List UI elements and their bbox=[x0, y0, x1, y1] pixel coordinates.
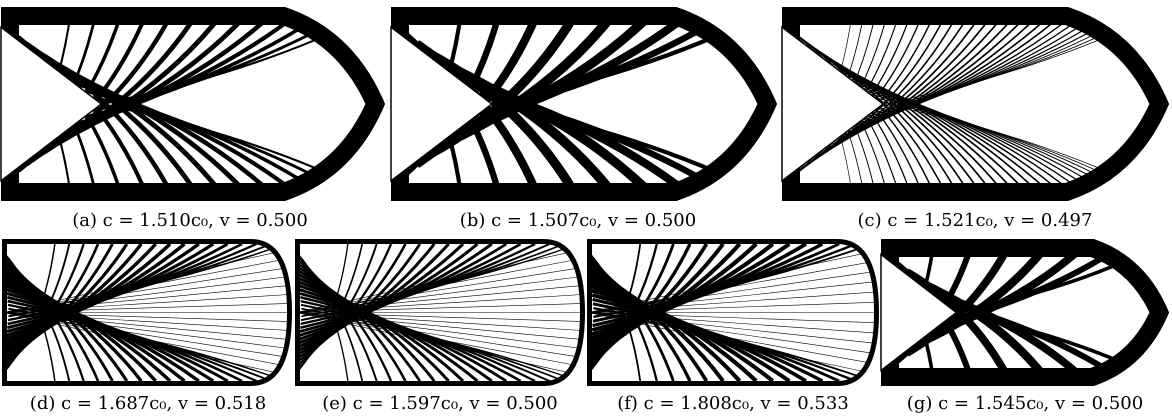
fan-line bbox=[588, 312, 878, 334]
fan-line bbox=[296, 312, 584, 331]
fan-line bbox=[296, 257, 584, 313]
fan-line bbox=[588, 312, 878, 324]
member bbox=[465, 8, 695, 129]
members bbox=[296, 240, 584, 385]
boundary-band bbox=[783, 8, 1168, 200]
fan-line bbox=[3, 312, 291, 331]
member bbox=[859, 11, 1090, 124]
structure-panel bbox=[2, 239, 293, 386]
member bbox=[863, 87, 1102, 197]
fan-line bbox=[296, 312, 584, 322]
member bbox=[852, 11, 1067, 130]
caption: (f) c = 1.808c₀, v = 0.533 bbox=[617, 393, 849, 414]
member bbox=[871, 11, 1126, 114]
caption: (c) c = 1.521c₀, v = 0.497 bbox=[858, 210, 1093, 231]
member bbox=[92, 10, 352, 113]
boundary-band bbox=[2, 8, 384, 200]
fan-line bbox=[588, 291, 878, 313]
fan-line bbox=[3, 275, 291, 313]
fan-line bbox=[3, 294, 291, 313]
boundary-band bbox=[882, 240, 1168, 385]
fan-line bbox=[296, 312, 584, 340]
member bbox=[859, 84, 1090, 197]
fan-line bbox=[3, 312, 291, 377]
fan-line bbox=[588, 281, 878, 313]
notch bbox=[781, 25, 885, 183]
member bbox=[478, 9, 732, 118]
fan-line bbox=[588, 301, 878, 313]
member bbox=[8, 243, 286, 314]
fan-line bbox=[588, 270, 878, 313]
member bbox=[848, 75, 1055, 197]
caption: (e) c = 1.597c₀, v = 0.500 bbox=[322, 393, 558, 414]
fan-line bbox=[296, 312, 584, 368]
members bbox=[3, 240, 291, 385]
fan-line bbox=[588, 250, 878, 313]
fan-line bbox=[588, 260, 878, 313]
member bbox=[465, 79, 695, 200]
member bbox=[848, 11, 1055, 133]
member bbox=[75, 10, 302, 127]
fan-line bbox=[3, 312, 291, 350]
member bbox=[67, 10, 277, 134]
fan-line bbox=[588, 312, 878, 365]
structure-panel bbox=[781, 7, 1170, 201]
fan-line bbox=[588, 312, 878, 344]
fan-line bbox=[3, 257, 291, 313]
fan-line bbox=[588, 312, 878, 375]
fan-line bbox=[296, 312, 584, 350]
fan-line bbox=[3, 285, 291, 313]
fan-line bbox=[296, 248, 584, 313]
fan-line bbox=[3, 248, 291, 313]
caption: (d) c = 1.687c₀, v = 0.518 bbox=[30, 393, 266, 414]
member bbox=[301, 243, 579, 314]
fan-line bbox=[3, 312, 291, 322]
fan-line bbox=[296, 303, 584, 313]
member bbox=[875, 97, 1137, 197]
fan-line bbox=[3, 266, 291, 313]
members bbox=[882, 240, 1168, 385]
fan-line bbox=[296, 275, 584, 313]
member bbox=[852, 78, 1067, 197]
member bbox=[930, 288, 1089, 384]
notch bbox=[880, 252, 958, 373]
member bbox=[863, 11, 1102, 121]
fan-line bbox=[3, 303, 291, 313]
member bbox=[8, 311, 286, 382]
member bbox=[67, 74, 277, 198]
fan-line bbox=[3, 312, 291, 359]
member bbox=[301, 311, 579, 382]
member bbox=[855, 11, 1078, 127]
structure-panel bbox=[0, 7, 386, 201]
member bbox=[844, 11, 1043, 136]
fan-line bbox=[588, 312, 878, 355]
member bbox=[844, 72, 1043, 197]
member bbox=[855, 81, 1078, 197]
fan-line bbox=[3, 312, 291, 368]
fan-line bbox=[296, 312, 584, 359]
caption: (b) c = 1.507c₀, v = 0.500 bbox=[460, 210, 696, 231]
caption: (g) c = 1.545c₀, v = 0.500 bbox=[907, 393, 1143, 414]
fan-line bbox=[296, 294, 584, 313]
structure-panel bbox=[295, 239, 586, 386]
member bbox=[875, 11, 1137, 111]
structure-panel bbox=[880, 239, 1170, 386]
member bbox=[930, 241, 1089, 337]
structure-panel bbox=[390, 7, 778, 201]
fan-line bbox=[296, 266, 584, 313]
fan-line bbox=[296, 312, 584, 377]
member bbox=[75, 81, 302, 198]
fan-line bbox=[3, 312, 291, 340]
members bbox=[588, 240, 878, 385]
member bbox=[92, 95, 352, 198]
caption: (a) c = 1.510c₀, v = 0.500 bbox=[72, 210, 308, 231]
notch bbox=[0, 25, 103, 183]
notch bbox=[390, 25, 494, 183]
structure-panel bbox=[587, 239, 880, 386]
fan-line bbox=[296, 285, 584, 313]
